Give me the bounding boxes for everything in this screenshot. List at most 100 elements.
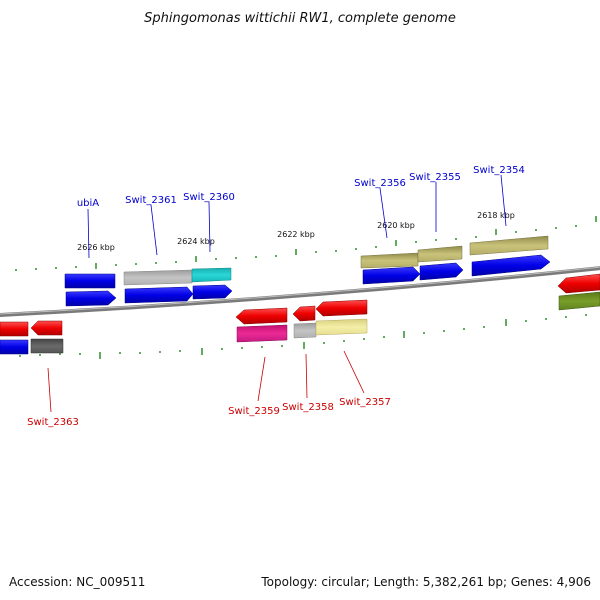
tick-dot xyxy=(39,354,41,356)
tick-dot xyxy=(363,338,365,340)
gene-label-swit2361[interactable]: Swit_2361 xyxy=(125,195,177,206)
tick-dot xyxy=(535,229,537,231)
tick-dot xyxy=(483,326,485,328)
gene-feature-swit2363-lower[interactable] xyxy=(30,338,64,354)
gene-label-swit2354[interactable]: Swit_2354 xyxy=(473,165,525,176)
tick-dot xyxy=(575,225,577,227)
tick-dot xyxy=(241,347,243,349)
tick-dot xyxy=(221,348,223,350)
forward-outer-features xyxy=(64,235,549,289)
label-leader-line xyxy=(343,350,365,394)
gene-feature-ubiA-outer[interactable] xyxy=(64,273,116,289)
tick-dot xyxy=(525,320,527,322)
label-leader-line xyxy=(257,356,266,402)
gene-arrow-swit2358[interactable] xyxy=(292,305,316,322)
tick-dot xyxy=(275,255,277,257)
tick-dot xyxy=(475,236,477,238)
gene-arrow-swit2363[interactable] xyxy=(30,320,63,336)
label-leader-line xyxy=(47,367,52,413)
tick-dot xyxy=(545,318,547,320)
tick-dot xyxy=(375,246,377,248)
tick-dot xyxy=(155,262,157,264)
gene-feature-left-blue[interactable] xyxy=(0,339,29,355)
genome-backbone-highlight xyxy=(0,266,600,315)
genome-backbone xyxy=(0,266,600,317)
gene-feature-swit2359-lower[interactable] xyxy=(236,324,288,343)
gene-label-swit2360[interactable]: Swit_2360 xyxy=(183,192,235,203)
tick-dot xyxy=(565,316,567,318)
tick-dot xyxy=(15,269,17,271)
gene-feature-swit2356-outer[interactable] xyxy=(360,252,419,269)
scale-label-2618: 2618 kbp xyxy=(477,211,515,220)
tick-dot xyxy=(159,351,161,353)
gene-arrow-swit2357[interactable] xyxy=(315,299,368,317)
forward-gene-labels: ubiA Swit_2361 Swit_2360 Swit_2356 Swit_… xyxy=(77,165,525,259)
gene-label-swit2358[interactable]: Swit_2358 xyxy=(282,402,334,413)
tick-dot xyxy=(435,239,437,241)
tick-dot xyxy=(79,353,81,355)
label-leader-line xyxy=(379,187,388,239)
tick-dot xyxy=(515,231,517,233)
tick-dot xyxy=(315,251,317,253)
scale-label-2620: 2620 kbp xyxy=(377,221,415,230)
outer-tick-track xyxy=(15,216,597,271)
gene-label-swit2359[interactable]: Swit_2359 xyxy=(228,406,280,417)
inner-tick-track xyxy=(19,314,587,359)
tick-dot xyxy=(55,267,57,269)
gene-label-ubiA[interactable]: ubiA xyxy=(77,198,99,209)
gene-arrow-swit2360[interactable] xyxy=(192,284,233,300)
gene-arrow-swit2361[interactable] xyxy=(124,286,194,304)
tick-dot xyxy=(383,336,385,338)
reverse-arrow-features xyxy=(0,299,368,337)
tick-dot xyxy=(35,268,37,270)
tick-dot xyxy=(423,332,425,334)
gene-feature-edge-green[interactable] xyxy=(558,291,600,311)
gene-label-swit2357[interactable]: Swit_2357 xyxy=(339,397,391,408)
gene-feature-swit2354-outer[interactable] xyxy=(469,235,549,256)
gene-arrow-edge-red[interactable] xyxy=(557,273,600,294)
gene-feature-swit2358-lower[interactable] xyxy=(293,322,317,339)
tick-dot xyxy=(335,250,337,252)
tick-dot xyxy=(463,328,465,330)
gene-arrow-swit2359[interactable] xyxy=(235,307,288,325)
gene-feature-swit2355-outer[interactable] xyxy=(417,245,463,263)
tick-dot xyxy=(175,261,177,263)
gene-feature-swit2357-lower[interactable] xyxy=(315,318,368,336)
gene-arrow-ubiA[interactable] xyxy=(65,290,117,307)
tick-dot xyxy=(443,330,445,332)
reverse-gene-labels: Swit_2363 Swit_2359 Swit_2358 Swit_2357 xyxy=(27,350,391,428)
tick-dot xyxy=(343,340,345,342)
tick-dot xyxy=(415,241,417,243)
tick-dot xyxy=(255,256,257,258)
gene-feature-swit2360-outer[interactable] xyxy=(191,267,232,283)
label-leader-line xyxy=(500,174,507,227)
genome-title: Sphingomonas wittichii RW1, complete gen… xyxy=(144,11,456,26)
tick-dot xyxy=(555,227,557,229)
gene-arrow-swit2354[interactable] xyxy=(471,254,551,277)
gene-label-swit2355[interactable]: Swit_2355 xyxy=(409,172,461,183)
scale-label-2624: 2624 kbp xyxy=(177,237,215,246)
tick-dot xyxy=(281,345,283,347)
tick-dot xyxy=(139,352,141,354)
gene-feature-swit2361-outer[interactable] xyxy=(123,269,193,286)
reverse-lower-features xyxy=(0,318,368,355)
tick-dot xyxy=(115,264,117,266)
gene-label-swit2363[interactable]: Swit_2363 xyxy=(27,417,79,428)
tick-dot xyxy=(179,350,181,352)
tick-dot xyxy=(119,352,121,354)
gene-label-swit2356[interactable]: Swit_2356 xyxy=(354,178,406,189)
gene-arrow-left-edge[interactable] xyxy=(0,321,29,337)
scale-label-2626: 2626 kbp xyxy=(77,243,115,252)
gene-arrow-swit2356[interactable] xyxy=(362,266,421,285)
tick-dot xyxy=(455,238,457,240)
tick-dot xyxy=(19,355,21,357)
tick-dot xyxy=(215,258,217,260)
gene-arrow-swit2355[interactable] xyxy=(419,262,464,281)
tick-dot xyxy=(585,314,587,316)
label-leader-line xyxy=(305,353,308,399)
scale-label-2622: 2622 kbp xyxy=(277,230,315,239)
label-leader-line xyxy=(87,208,90,259)
tick-dot xyxy=(135,263,137,265)
